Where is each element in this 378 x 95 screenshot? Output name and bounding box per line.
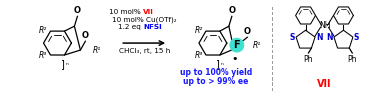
Text: 10 mol% Cu(OTf)₂: 10 mol% Cu(OTf)₂ — [112, 16, 177, 23]
Text: R³: R³ — [39, 51, 48, 61]
Text: F: F — [234, 40, 240, 50]
Text: R²: R² — [195, 26, 203, 35]
Text: R¹: R¹ — [92, 46, 101, 55]
Text: •: • — [232, 54, 238, 64]
Text: N: N — [327, 33, 333, 42]
Text: Ph: Ph — [304, 55, 313, 64]
Text: O: O — [74, 6, 81, 15]
Text: Ph: Ph — [347, 55, 357, 64]
Text: ]: ] — [215, 59, 219, 69]
Text: CHCl₃, rt, 15 h: CHCl₃, rt, 15 h — [119, 48, 170, 54]
Text: N: N — [316, 33, 322, 42]
Text: 10 mol%: 10 mol% — [109, 9, 143, 15]
Text: ₙ: ₙ — [221, 60, 224, 66]
Text: S: S — [354, 33, 359, 42]
Text: NH: NH — [319, 21, 330, 30]
Text: 1.2 eq: 1.2 eq — [118, 24, 143, 30]
Text: O: O — [244, 27, 251, 36]
Text: up to > 99% ee: up to > 99% ee — [183, 77, 249, 86]
Text: NFSI: NFSI — [143, 24, 162, 30]
Text: VII: VII — [317, 79, 332, 89]
Text: O: O — [228, 6, 235, 15]
Text: O: O — [82, 31, 89, 40]
Text: R¹: R¹ — [253, 41, 262, 50]
Text: VII: VII — [143, 9, 154, 15]
Text: up to 100% yield: up to 100% yield — [180, 68, 252, 77]
Text: R³: R³ — [195, 51, 203, 61]
Text: ₙ: ₙ — [65, 60, 68, 66]
Text: ]: ] — [59, 59, 64, 69]
Text: S: S — [290, 33, 295, 42]
Circle shape — [229, 38, 244, 53]
Text: R²: R² — [39, 26, 48, 35]
